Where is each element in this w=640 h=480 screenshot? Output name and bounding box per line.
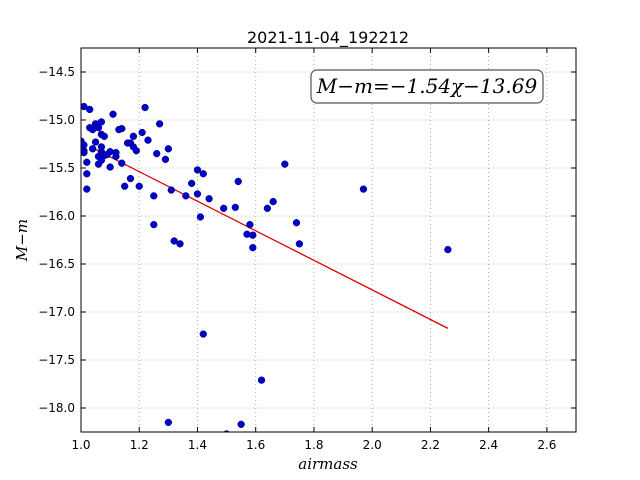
data-point bbox=[193, 166, 202, 174]
data-point bbox=[153, 149, 161, 158]
y-tick-label: −17.5 bbox=[38, 353, 75, 367]
data-point bbox=[196, 213, 205, 221]
x-tick-label: 1.0 bbox=[71, 438, 90, 452]
data-point bbox=[150, 192, 158, 200]
x-tick-label: 1.4 bbox=[188, 438, 207, 452]
y-tick-label: −14.5 bbox=[38, 65, 75, 79]
data-point bbox=[91, 138, 100, 146]
data-point bbox=[246, 220, 254, 229]
data-point bbox=[138, 128, 146, 137]
x-tick-label: 2.0 bbox=[363, 438, 382, 452]
data-point bbox=[164, 145, 173, 153]
data-point bbox=[88, 145, 97, 153]
data-point bbox=[94, 124, 103, 132]
data-point bbox=[81, 141, 88, 149]
data-point bbox=[109, 110, 117, 118]
data-point bbox=[121, 182, 129, 190]
data-point bbox=[234, 177, 242, 186]
data-point bbox=[269, 197, 277, 206]
y-axis-ticks: −14.5 −15.0 −15.5 −16.0 −16.5 −17.0 −17.5 −18.0 bbox=[38, 65, 576, 415]
data-point bbox=[150, 220, 158, 229]
data-point bbox=[83, 158, 91, 166]
y-tick-label: −15.0 bbox=[38, 113, 75, 127]
data-point bbox=[231, 203, 239, 212]
data-point bbox=[97, 143, 106, 151]
data-point bbox=[100, 132, 108, 140]
data-point bbox=[118, 159, 126, 167]
data-point bbox=[86, 105, 94, 114]
data-point bbox=[106, 163, 114, 171]
data-point bbox=[141, 103, 149, 112]
data-point bbox=[281, 160, 289, 168]
x-axis-label: airmass bbox=[298, 455, 358, 473]
x-tick-label: 1.6 bbox=[246, 438, 265, 452]
data-point bbox=[170, 237, 178, 245]
data-point bbox=[292, 219, 301, 227]
fit-annotation-box: M−m=−1.54χ−13.69 bbox=[310, 69, 544, 104]
data-point bbox=[249, 244, 257, 252]
plot-frame bbox=[80, 47, 577, 433]
x-axis-ticks: 1.0 1.2 1.4 1.6 1.8 2.0 2.2 2.4 2.6 bbox=[71, 48, 556, 452]
grid-lines bbox=[80, 48, 576, 432]
x-tick-label: 2.2 bbox=[421, 438, 440, 452]
data-point bbox=[167, 186, 175, 194]
data-point bbox=[83, 185, 91, 193]
data-point bbox=[237, 420, 245, 428]
x-tick-label: 1.8 bbox=[304, 438, 323, 452]
data-point bbox=[126, 174, 135, 183]
data-point bbox=[81, 148, 88, 157]
data-point bbox=[295, 240, 304, 248]
x-tick-label: 1.2 bbox=[130, 438, 149, 452]
data-point bbox=[199, 330, 207, 338]
data-points bbox=[81, 102, 452, 432]
y-tick-label: −16.0 bbox=[38, 209, 75, 223]
data-point bbox=[249, 231, 257, 239]
data-point bbox=[220, 204, 228, 212]
data-point bbox=[129, 132, 138, 140]
data-point bbox=[182, 192, 190, 200]
data-point bbox=[263, 204, 272, 212]
data-point bbox=[97, 118, 106, 126]
x-tick-label: 2.6 bbox=[537, 438, 556, 452]
data-point bbox=[199, 170, 207, 178]
data-point bbox=[193, 190, 202, 198]
fit-line bbox=[89, 145, 449, 329]
data-point bbox=[81, 102, 88, 111]
y-tick-label: −15.5 bbox=[38, 161, 75, 175]
fit-equation: M−m=−1.54χ−13.69 bbox=[316, 74, 538, 98]
data-point bbox=[444, 245, 452, 254]
chart-title: 2021-11-04_192212 bbox=[247, 28, 409, 48]
data-point bbox=[205, 195, 213, 203]
data-point bbox=[155, 120, 164, 128]
data-point bbox=[132, 147, 140, 155]
data-point bbox=[118, 124, 126, 133]
fit-line-group bbox=[89, 145, 449, 329]
data-point bbox=[161, 155, 170, 164]
x-tick-label: 2.4 bbox=[479, 438, 498, 452]
y-tick-label: −17.0 bbox=[38, 305, 75, 319]
data-point bbox=[257, 376, 266, 384]
data-point bbox=[359, 185, 368, 193]
y-axis-label: M−m bbox=[13, 219, 31, 262]
data-point bbox=[187, 179, 196, 188]
y-tick-label: −18.0 bbox=[38, 401, 75, 415]
data-point bbox=[176, 240, 184, 248]
data-point bbox=[144, 136, 152, 144]
data-point bbox=[135, 182, 143, 190]
y-tick-label: −16.5 bbox=[38, 257, 75, 271]
data-point bbox=[164, 418, 173, 427]
data-point bbox=[112, 148, 120, 157]
data-point bbox=[83, 170, 91, 178]
